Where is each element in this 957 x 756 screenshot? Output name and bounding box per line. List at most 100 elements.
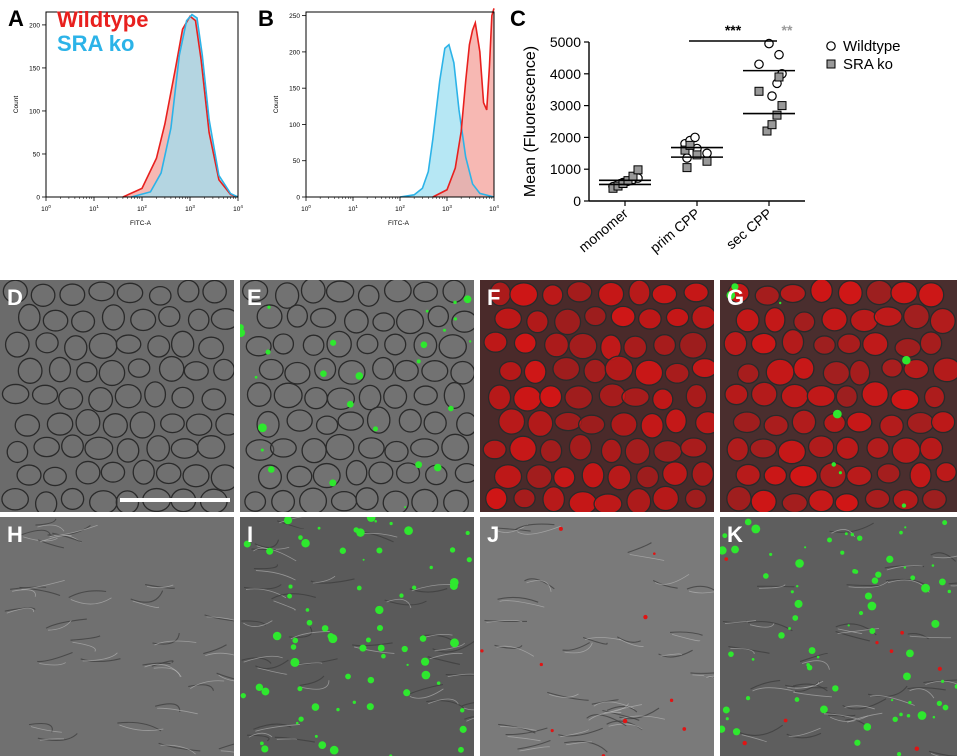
histogram-b: 0 50 100 150 200 250 100 101 102 103 104 FITC-A Coun… [273, 8, 499, 227]
cell-edge [616, 636, 641, 643]
cell [88, 332, 118, 359]
cell-edge [584, 637, 622, 641]
cell [640, 412, 664, 439]
significance-label: ** [782, 22, 793, 38]
cell-edge [72, 641, 96, 652]
cell [554, 308, 582, 336]
fluorescent-spot-green [908, 700, 912, 705]
cell [554, 411, 583, 432]
cell [304, 386, 328, 410]
x-tick-label: 102 [395, 204, 405, 213]
cell-edge [255, 724, 300, 732]
cell [372, 356, 395, 380]
point-wildtype [754, 59, 764, 70]
panel-label-i: I [247, 522, 254, 547]
cell [864, 488, 891, 510]
fluorescent-spot-green [301, 539, 310, 548]
fluorescent-spot-red [914, 746, 920, 751]
fluorescent-spot-green [731, 545, 739, 554]
legend-label-wildtype: Wildtype [843, 38, 901, 55]
cell [59, 283, 86, 306]
fluorescent-spot-green [330, 339, 337, 346]
cell [810, 280, 833, 304]
cell [114, 383, 142, 409]
cell-edge [524, 578, 555, 590]
fluorescent-spot-green [381, 653, 386, 659]
cell-edge [885, 578, 925, 586]
fluorescent-spot-green [725, 717, 729, 721]
fluorescent-spot-green [820, 705, 828, 714]
cell-edge [203, 644, 227, 655]
cell [494, 307, 523, 331]
y-tick-label: 5000 [550, 34, 581, 50]
cell [923, 385, 946, 409]
micrograph-h-image [4, 518, 234, 755]
fluorescent-spot-green [317, 526, 321, 530]
cell [382, 490, 409, 512]
micrograph-i-image [240, 517, 474, 756]
cell-edge [517, 525, 561, 535]
cell-edge [654, 573, 690, 585]
cell [187, 308, 210, 332]
fluorescent-spot-green [320, 370, 327, 377]
cell-edge [848, 581, 889, 589]
cell [201, 388, 227, 411]
fluorescent-spot-green [290, 644, 297, 650]
cell [170, 330, 195, 358]
cell-edge [505, 727, 548, 736]
cell-edge [547, 691, 589, 701]
cell-edge [292, 658, 338, 665]
fluorescent-spot-green [415, 461, 423, 469]
cell [144, 381, 167, 408]
fluorescent-spot-green [871, 577, 879, 584]
cell [286, 409, 313, 432]
cell-edge [463, 707, 474, 711]
cell-edge [739, 724, 784, 736]
fluorescent-spot-green [931, 619, 940, 628]
y-tick-label: 50 [293, 158, 301, 165]
fluorescent-spot-green [463, 295, 472, 304]
cell [754, 285, 781, 306]
cell [881, 358, 903, 378]
cell [274, 282, 300, 309]
point-wildtype [690, 132, 700, 143]
panel-label-h: H [7, 522, 23, 547]
fluorescent-spot-green [910, 575, 916, 581]
fluorescent-spot-green [856, 535, 863, 541]
fluorescent-spot-green [305, 608, 310, 612]
fluorescent-spot-green [362, 558, 365, 561]
cell-edge [434, 642, 465, 652]
cell [338, 359, 366, 385]
fluorescent-spot-green [404, 526, 413, 536]
x-tick-label: 100 [41, 204, 51, 213]
fluorescent-spot-green [931, 564, 935, 567]
cell [337, 411, 364, 431]
fluorescent-spot-green [465, 530, 470, 536]
fluorescent-spot-red [724, 557, 729, 561]
fluorescent-spot-green [954, 684, 957, 689]
fluorescent-spot-green [863, 723, 872, 731]
cell [286, 304, 309, 328]
cell-edge [241, 657, 272, 664]
cell [665, 307, 690, 328]
point-sra-ko [685, 140, 695, 150]
cell [513, 488, 536, 509]
micrograph-k: K [720, 517, 957, 756]
cell [921, 488, 947, 510]
fluorescent-spot-green [731, 283, 739, 291]
cell [628, 280, 651, 306]
fluorescent-spot-green [903, 672, 911, 681]
cell [410, 438, 439, 458]
cell [88, 386, 114, 413]
micrograph-g-image [723, 280, 957, 512]
cell [202, 280, 227, 304]
panel-label-a: A [8, 6, 24, 31]
cell-edge [35, 518, 57, 526]
cell-edge [526, 580, 552, 592]
cell [846, 411, 873, 433]
cell [683, 282, 709, 303]
cell-edge [517, 740, 551, 750]
cell [837, 333, 862, 355]
fluorescent-spot-green [899, 530, 903, 535]
cell-edge [154, 640, 197, 646]
